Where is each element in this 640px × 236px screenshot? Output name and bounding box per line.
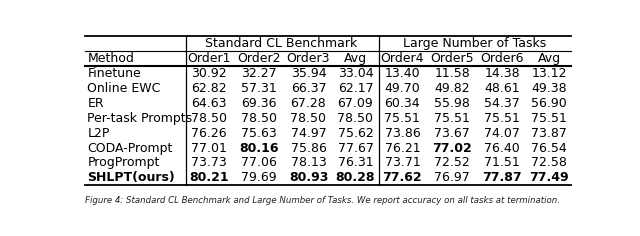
Text: 77.49: 77.49 — [529, 171, 569, 184]
Text: 56.90: 56.90 — [531, 97, 567, 110]
Text: 72.58: 72.58 — [531, 156, 567, 169]
Text: ProgPrompt: ProgPrompt — [88, 156, 160, 169]
Text: 69.36: 69.36 — [241, 97, 276, 110]
Text: 78.13: 78.13 — [291, 156, 326, 169]
Text: Avg: Avg — [344, 52, 367, 65]
Text: 73.71: 73.71 — [385, 156, 420, 169]
Text: 75.51: 75.51 — [385, 112, 420, 125]
Text: 67.28: 67.28 — [291, 97, 326, 110]
Text: 77.67: 77.67 — [337, 142, 373, 155]
Text: 71.51: 71.51 — [484, 156, 520, 169]
Text: SHLPT(ours): SHLPT(ours) — [88, 171, 175, 184]
Text: 75.51: 75.51 — [435, 112, 470, 125]
Text: 49.38: 49.38 — [531, 82, 567, 95]
Text: 80.16: 80.16 — [239, 142, 278, 155]
Text: 76.31: 76.31 — [338, 156, 373, 169]
Text: ER: ER — [88, 97, 104, 110]
Text: 62.17: 62.17 — [338, 82, 373, 95]
Text: 75.86: 75.86 — [291, 142, 326, 155]
Text: 66.37: 66.37 — [291, 82, 326, 95]
Text: Order1: Order1 — [187, 52, 230, 65]
Text: 49.70: 49.70 — [385, 82, 420, 95]
Text: 35.94: 35.94 — [291, 67, 326, 80]
Text: 48.61: 48.61 — [484, 82, 520, 95]
Text: 54.37: 54.37 — [484, 97, 520, 110]
Text: 80.21: 80.21 — [189, 171, 228, 184]
Text: 49.82: 49.82 — [435, 82, 470, 95]
Text: 75.62: 75.62 — [337, 127, 373, 140]
Text: Order6: Order6 — [480, 52, 524, 65]
Text: Per-task Prompts: Per-task Prompts — [88, 112, 193, 125]
Text: 13.40: 13.40 — [385, 67, 420, 80]
Text: 78.50: 78.50 — [291, 112, 326, 125]
Text: 60.34: 60.34 — [385, 97, 420, 110]
Text: 14.38: 14.38 — [484, 67, 520, 80]
Text: Order5: Order5 — [430, 52, 474, 65]
Text: Order2: Order2 — [237, 52, 280, 65]
Text: 77.02: 77.02 — [433, 142, 472, 155]
Text: 57.31: 57.31 — [241, 82, 276, 95]
Text: 77.87: 77.87 — [482, 171, 522, 184]
Text: 33.04: 33.04 — [338, 67, 373, 80]
Text: 76.40: 76.40 — [484, 142, 520, 155]
Text: L2P: L2P — [88, 127, 110, 140]
Text: Figure 4: Standard CL Benchmark and Large Number of Tasks. We report accuracy on: Figure 4: Standard CL Benchmark and Larg… — [85, 196, 560, 205]
Text: Order4: Order4 — [381, 52, 424, 65]
Text: 77.06: 77.06 — [241, 156, 276, 169]
Text: 32.27: 32.27 — [241, 67, 276, 80]
Text: Order3: Order3 — [287, 52, 330, 65]
Text: 72.52: 72.52 — [435, 156, 470, 169]
Text: 76.21: 76.21 — [385, 142, 420, 155]
Text: 67.09: 67.09 — [337, 97, 373, 110]
Text: 78.50: 78.50 — [241, 112, 276, 125]
Text: 79.69: 79.69 — [241, 171, 276, 184]
Text: 64.63: 64.63 — [191, 97, 227, 110]
Text: 62.82: 62.82 — [191, 82, 227, 95]
Text: 73.87: 73.87 — [531, 127, 567, 140]
Text: 73.73: 73.73 — [191, 156, 227, 169]
Text: 73.67: 73.67 — [435, 127, 470, 140]
Text: 75.51: 75.51 — [484, 112, 520, 125]
Text: Standard CL Benchmark: Standard CL Benchmark — [205, 37, 357, 50]
Text: 55.98: 55.98 — [435, 97, 470, 110]
Text: 76.26: 76.26 — [191, 127, 227, 140]
Text: 30.92: 30.92 — [191, 67, 227, 80]
Text: 80.93: 80.93 — [289, 171, 328, 184]
Text: 73.86: 73.86 — [385, 127, 420, 140]
Text: 74.07: 74.07 — [484, 127, 520, 140]
Text: Method: Method — [88, 52, 134, 65]
Text: Large Number of Tasks: Large Number of Tasks — [403, 37, 546, 50]
Text: 76.54: 76.54 — [531, 142, 567, 155]
Text: 80.28: 80.28 — [336, 171, 375, 184]
Text: 74.97: 74.97 — [291, 127, 326, 140]
Text: Online EWC: Online EWC — [88, 82, 161, 95]
Text: 77.01: 77.01 — [191, 142, 227, 155]
Text: 75.51: 75.51 — [531, 112, 567, 125]
Text: 78.50: 78.50 — [191, 112, 227, 125]
Text: Avg: Avg — [538, 52, 561, 65]
Text: 76.97: 76.97 — [435, 171, 470, 184]
Text: 75.63: 75.63 — [241, 127, 276, 140]
Text: 13.12: 13.12 — [531, 67, 567, 80]
Text: CODA-Prompt: CODA-Prompt — [88, 142, 173, 155]
Text: Finetune: Finetune — [88, 67, 141, 80]
Text: 11.58: 11.58 — [435, 67, 470, 80]
Text: 78.50: 78.50 — [337, 112, 374, 125]
Text: 77.62: 77.62 — [383, 171, 422, 184]
